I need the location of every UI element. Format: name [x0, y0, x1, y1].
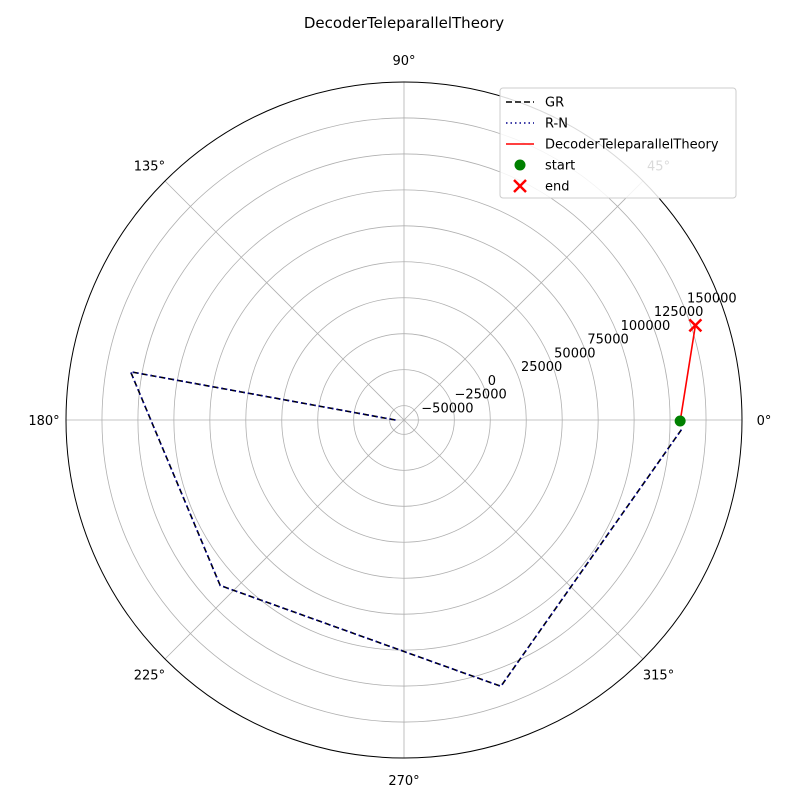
radius-tick-label: 50000	[554, 346, 595, 361]
marker-end	[688, 318, 703, 333]
radius-tick-label: 125000	[654, 305, 704, 320]
series-line-1	[129, 370, 683, 688]
angular-gridline-7	[403, 419, 644, 660]
legend-label-1: R-N	[545, 117, 568, 132]
legend-label-0: GR	[545, 96, 564, 111]
marker-end-stroke	[688, 318, 703, 333]
chart-title: DecoderTeleparallelTheory	[304, 14, 504, 32]
radius-tick-label: 150000	[687, 291, 737, 306]
legend-label-2: DecoderTeleparallelTheory	[545, 138, 719, 153]
angular-gridline-3	[164, 180, 405, 421]
angle-tick-label: 270°	[388, 774, 419, 789]
grid-layer	[65, 81, 743, 759]
legend-label-4: end	[545, 180, 570, 195]
marker-start	[674, 415, 686, 427]
legend-swatch-3	[514, 159, 526, 171]
series-layer	[129, 318, 703, 688]
radius-tick-label: 25000	[521, 360, 562, 375]
legend-box	[499, 87, 737, 199]
angle-tick-label: 180°	[28, 414, 59, 429]
radius-tick-label: −25000	[455, 388, 507, 403]
legend: GR R-N DecoderTeleparallelTheory start end	[499, 87, 737, 199]
series-line-0	[129, 370, 683, 688]
legend-label-3: start	[545, 159, 575, 174]
radius-tick-label: 0	[488, 374, 496, 389]
angle-tick-label: 0°	[757, 414, 772, 429]
angular-gridline-1	[403, 180, 644, 421]
legend-swatch-stroke	[513, 179, 527, 193]
angle-tick-label: 90°	[392, 54, 415, 69]
legend-swatch-4	[513, 179, 527, 193]
angle-tick-label: 135°	[134, 159, 165, 174]
series-line-2	[679, 325, 697, 422]
radius-tick-label: 100000	[621, 319, 671, 334]
angular-gridline-5	[164, 419, 405, 660]
angle-tick-label: 315°	[643, 669, 674, 684]
polar-frame	[65, 81, 743, 759]
radius-tick-label: 75000	[587, 333, 628, 348]
radius-tick-label: −50000	[421, 401, 473, 416]
angle-tick-label: 225°	[134, 669, 165, 684]
